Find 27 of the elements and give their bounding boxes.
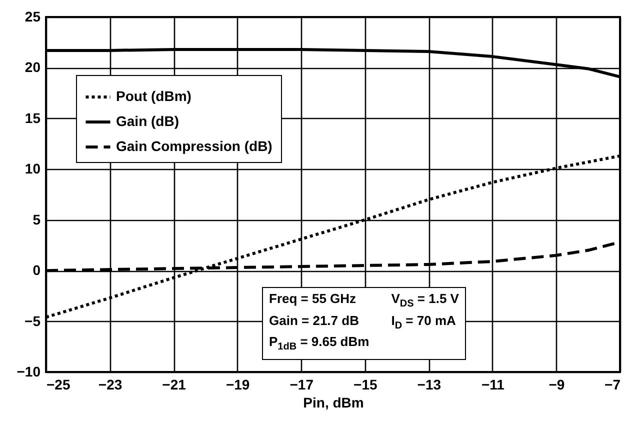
annotation: Freq = 55 GHz [269, 291, 358, 308]
y-tick-label: 5 [32, 211, 41, 228]
x-tick-label: −13 [417, 376, 442, 392]
legend-label: Gain (dB) [116, 113, 179, 129]
x-axis-title: Pin, dBm [303, 394, 364, 410]
y-tick-label: 25 [24, 8, 41, 24]
y-tick-label: 15 [24, 110, 41, 126]
y-tick-label: 20 [24, 59, 41, 76]
x-tick-label: −23 [98, 376, 122, 392]
legend-label: Gain Compression (dB) [116, 138, 272, 154]
x-tick-label: −15 [354, 376, 378, 392]
x-tick-label: −9 [548, 376, 565, 392]
y-tick-label: −5 [24, 312, 41, 329]
annotation: I$_{D}$ = 70 mA [391, 312, 457, 334]
annotation: P$_{1dB}$ = 9.65 dBm [269, 334, 370, 355]
legend-label: Pout (dBm) [116, 88, 192, 104]
x-tick-label: −11 [481, 376, 505, 392]
x-tick-label: −17 [290, 376, 314, 392]
y-tick-label: −10 [16, 364, 41, 380]
x-tick-label: −19 [226, 376, 250, 392]
x-tick-label: −25 [46, 376, 70, 392]
y-tick-label: 10 [24, 160, 41, 177]
annotation: Gain = 21.7 dB [269, 312, 360, 330]
y-tick-label: 0 [32, 262, 41, 278]
annotation: V$_{DS}$ = 1.5 V [391, 291, 459, 312]
x-tick-label: −7 [604, 376, 621, 392]
x-tick-label: −21 [162, 376, 186, 392]
